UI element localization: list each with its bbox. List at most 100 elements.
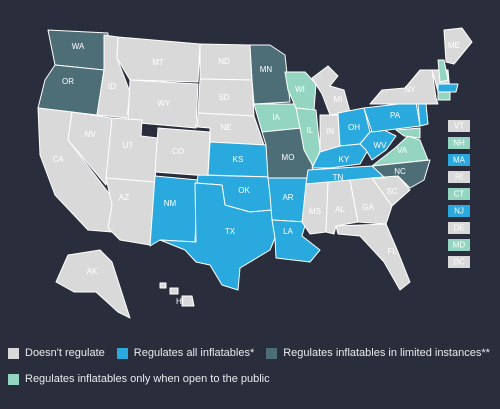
state-label-hi: HI (176, 297, 184, 306)
state-label-ut: UT (123, 141, 134, 150)
state-label-la: LA (283, 227, 293, 236)
legend-label-none: Doesn't regulate (25, 347, 105, 359)
state-label-ny: NY (404, 85, 416, 94)
legend-item-all: Regulates all inflatables* (116, 347, 255, 359)
state-label-mo: MO (282, 153, 295, 162)
legend-item-public: Regulates inflatables only when open to … (8, 373, 270, 385)
state-ct (437, 91, 451, 101)
state-nj (417, 103, 429, 127)
state-label-ks: KS (233, 155, 244, 164)
state-mn (249, 44, 291, 105)
legend-item-none: Doesn't regulate (8, 347, 105, 359)
legend-label-limited: Regulates inflatables in limited instanc… (283, 347, 490, 359)
state-tx (159, 182, 276, 291)
box-label-ct: CT (454, 190, 465, 199)
state-label-or: OR (62, 77, 74, 86)
state-ga (349, 177, 393, 225)
state-va (371, 135, 429, 167)
state-label-tn: TN (333, 173, 344, 182)
state-label-wi: WI (295, 85, 305, 94)
small-state-boxes: VT NH MA RI CT NJ DE MD DC (448, 120, 470, 268)
state-mt (116, 36, 201, 83)
state-wy (127, 79, 199, 129)
state-ms (301, 181, 329, 235)
legend-swatch-none (8, 347, 19, 359)
box-ma (448, 154, 470, 166)
state-label-ky: KY (339, 155, 350, 164)
state-label-ar: AR (282, 193, 293, 202)
state-label-nd: ND (218, 57, 230, 66)
legend-row-2: Regulates inflatables only when open to … (8, 371, 494, 387)
box-label-nj: NJ (454, 207, 464, 216)
state-label-mt: MT (152, 58, 164, 67)
state-md (395, 127, 421, 139)
box-ct (448, 188, 470, 200)
state-label-ne: NE (220, 123, 231, 132)
state-nv (67, 111, 113, 186)
state-label-oh: OH (348, 123, 360, 132)
state-label-pa: PA (390, 111, 401, 120)
state-label-nc: NC (394, 167, 406, 176)
state-nm (149, 175, 199, 247)
state-label-tx: TX (225, 227, 236, 236)
box-nh (448, 137, 470, 149)
legend: Doesn't regulate Regulates all inflatabl… (8, 345, 494, 397)
box-label-de: DE (453, 224, 464, 233)
box-de (448, 222, 470, 234)
state-label-il: IL (307, 126, 314, 135)
state-label-ia: IA (272, 113, 280, 122)
state-label-az: AZ (119, 193, 129, 202)
legend-label-public: Regulates inflatables only when open to … (25, 373, 270, 385)
legend-swatch-public (8, 373, 19, 385)
box-label-md: MD (453, 241, 466, 250)
box-md (448, 239, 470, 251)
box-ri (448, 171, 470, 183)
legend-swatch-limited (266, 347, 278, 359)
state-label-ms: MS (309, 207, 321, 216)
state-label-ga: GA (362, 203, 374, 212)
legend-swatch-all (116, 347, 128, 359)
state-or (37, 64, 105, 116)
state-label-in: IN (326, 127, 334, 136)
state-label-va: VA (397, 146, 408, 155)
state-ma (437, 83, 459, 93)
state-label-sc: SC (386, 187, 397, 196)
box-label-nh: NH (453, 139, 465, 148)
state-label-id: ID (108, 82, 116, 91)
state-fl (335, 223, 411, 291)
state-label-nv: NV (84, 130, 96, 139)
state-me (443, 27, 473, 65)
state-label-co: CO (172, 147, 184, 156)
state-nh (437, 59, 449, 83)
state-az (105, 177, 156, 246)
box-label-vt: VT (454, 122, 464, 131)
state-label-fl: FL (387, 247, 397, 256)
state-label-al: AL (335, 205, 345, 214)
box-label-ri: RI (455, 173, 463, 182)
state-nc (371, 159, 431, 189)
state-label-mi: MI (334, 95, 343, 104)
box-label-ma: MA (453, 156, 466, 165)
state-label-wv: WV (374, 141, 388, 150)
state-label-sd: SD (218, 93, 229, 102)
state-label-mn: MN (260, 65, 273, 74)
legend-row-1: Doesn't regulate Regulates all inflatabl… (8, 345, 494, 361)
state-label-wy: WY (158, 99, 172, 108)
legend-item-limited: Regulates inflatables in limited instanc… (266, 347, 490, 359)
state-label-wa: WA (72, 42, 85, 51)
state-label-me: ME (448, 41, 460, 50)
box-dc (448, 256, 470, 268)
legend-label-all: Regulates all inflatables* (133, 347, 255, 359)
state-mi (311, 65, 351, 116)
state-label-ca: CA (52, 155, 64, 164)
box-nj (448, 205, 470, 217)
box-vt (448, 120, 470, 132)
state-label-ak: AK (87, 267, 98, 276)
box-label-dc: DC (453, 258, 465, 267)
state-label-ok: OK (238, 186, 250, 195)
state-ak (55, 249, 131, 319)
state-hi (159, 282, 195, 307)
us-map: WA OR CA NV ID MT WY UT AZ CO NM ND SD N… (37, 27, 473, 319)
state-label-nm: NM (164, 199, 177, 208)
